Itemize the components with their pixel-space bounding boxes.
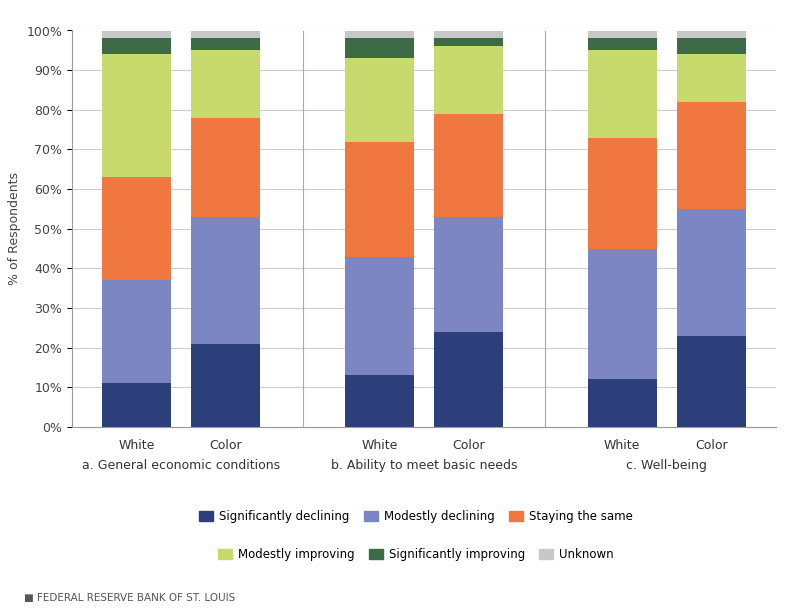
Bar <box>102 384 171 427</box>
Bar <box>102 280 171 384</box>
Bar <box>102 177 171 280</box>
Bar <box>677 209 746 336</box>
Bar <box>191 118 260 217</box>
Legend: Modestly improving, Significantly improving, Unknown: Modestly improving, Significantly improv… <box>214 544 618 565</box>
Bar <box>434 332 503 427</box>
Bar <box>434 30 503 38</box>
Text: White: White <box>604 439 641 452</box>
Text: Color: Color <box>452 439 485 452</box>
Bar <box>191 38 260 51</box>
Bar <box>345 256 414 375</box>
Bar <box>588 379 657 427</box>
Bar <box>677 102 746 209</box>
Bar <box>588 38 657 51</box>
Text: ■ FEDERAL RESERVE BANK OF ST. LOUIS: ■ FEDERAL RESERVE BANK OF ST. LOUIS <box>24 593 235 603</box>
Text: Color: Color <box>210 439 242 452</box>
Bar <box>102 30 171 38</box>
Bar <box>345 38 414 59</box>
Text: White: White <box>118 439 155 452</box>
Bar <box>345 375 414 427</box>
Bar <box>102 54 171 177</box>
Text: a. General economic conditions: a. General economic conditions <box>82 459 280 472</box>
Bar <box>191 50 260 118</box>
Bar <box>191 344 260 427</box>
Text: c. Well-being: c. Well-being <box>626 459 707 472</box>
Bar <box>434 38 503 46</box>
Bar <box>102 38 171 54</box>
Bar <box>588 249 657 379</box>
Bar <box>191 30 260 38</box>
Bar <box>434 217 503 332</box>
Text: b. Ability to meet basic needs: b. Ability to meet basic needs <box>330 459 518 472</box>
Text: White: White <box>362 439 398 452</box>
Bar <box>345 142 414 256</box>
Bar <box>191 217 260 344</box>
Bar <box>434 46 503 113</box>
Bar <box>345 59 414 142</box>
Bar <box>434 113 503 217</box>
Legend: Significantly declining, Modestly declining, Staying the same: Significantly declining, Modestly declin… <box>194 506 638 528</box>
Bar <box>677 54 746 102</box>
Bar <box>345 30 414 38</box>
Y-axis label: % of Respondents: % of Respondents <box>8 172 21 285</box>
Bar <box>677 30 746 38</box>
Bar <box>588 30 657 38</box>
Text: Color: Color <box>695 439 727 452</box>
Bar <box>677 38 746 54</box>
Bar <box>677 336 746 427</box>
Bar <box>588 137 657 249</box>
Bar <box>588 50 657 137</box>
